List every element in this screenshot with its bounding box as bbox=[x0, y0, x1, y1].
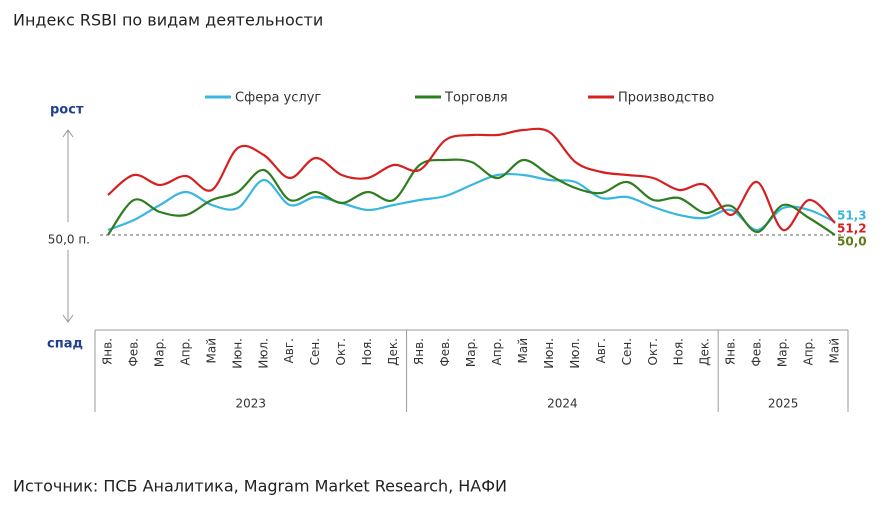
series-line bbox=[107, 172, 836, 232]
x-tick-label: Дек. bbox=[386, 338, 400, 366]
x-tick-label: Апр. bbox=[178, 338, 192, 366]
x-tick-label: Авг. bbox=[282, 338, 296, 363]
x-tick-label: Фев. bbox=[750, 338, 764, 367]
x-tick-label: Мар. bbox=[464, 338, 478, 367]
value-label: 51,3 bbox=[837, 209, 867, 223]
x-tick-label: Фев. bbox=[438, 338, 452, 367]
year-label: 2025 bbox=[768, 397, 799, 411]
source: Источник: ПСБ Аналитика, Magram Market R… bbox=[13, 477, 507, 496]
x-tick-label: Апр. bbox=[802, 338, 816, 366]
up-arrow bbox=[62, 129, 74, 222]
series-line bbox=[107, 127, 836, 232]
x-tick-label: Мар. bbox=[152, 338, 166, 367]
up-label: рост bbox=[50, 103, 84, 118]
x-tick-label: Июл. bbox=[568, 338, 582, 369]
x-tick-label: Фев. bbox=[126, 338, 140, 367]
chart-title: Индекс RSBI по видам деятельности bbox=[13, 11, 323, 30]
year-label: 2023 bbox=[236, 397, 267, 411]
x-tick-label: Май bbox=[204, 338, 218, 364]
legend-label: Сфера услуг bbox=[235, 91, 321, 106]
down-label: спад bbox=[47, 337, 83, 352]
x-tick-label: Сен. bbox=[308, 338, 322, 365]
x-tick-label: Янв. bbox=[724, 338, 738, 365]
x-tick-label: Янв. bbox=[412, 338, 426, 365]
x-tick-label: Мар. bbox=[776, 338, 790, 367]
x-tick-label: Окт. bbox=[646, 338, 660, 366]
x-tick-label: Авг. bbox=[594, 338, 608, 363]
x-tick-label: Окт. bbox=[334, 338, 348, 366]
series-line bbox=[107, 158, 836, 236]
x-tick-label: Апр. bbox=[490, 338, 504, 366]
value-label: 50,0 bbox=[837, 235, 867, 249]
x-tick-label: Июн. bbox=[230, 338, 244, 369]
legend-label: Производство bbox=[618, 91, 714, 106]
down-arrow bbox=[62, 250, 74, 323]
x-tick-label: Июн. bbox=[542, 338, 556, 369]
year-label: 2024 bbox=[547, 397, 578, 411]
legend-label: Торговля bbox=[444, 91, 508, 106]
x-tick-label: Ноя. bbox=[360, 338, 374, 365]
x-tick-label: Май bbox=[516, 338, 530, 364]
x-tick-label: Дек. bbox=[698, 338, 712, 366]
value-label: 51,2 bbox=[837, 222, 867, 236]
x-tick-label: Ноя. bbox=[672, 338, 686, 365]
x-tick-label: Июл. bbox=[256, 338, 270, 369]
x-tick-label: Сен. bbox=[620, 338, 634, 365]
y-tick-label: 50,0 п. bbox=[48, 233, 90, 247]
x-tick-label: Янв. bbox=[100, 338, 114, 365]
x-tick-label: Май bbox=[828, 338, 842, 364]
